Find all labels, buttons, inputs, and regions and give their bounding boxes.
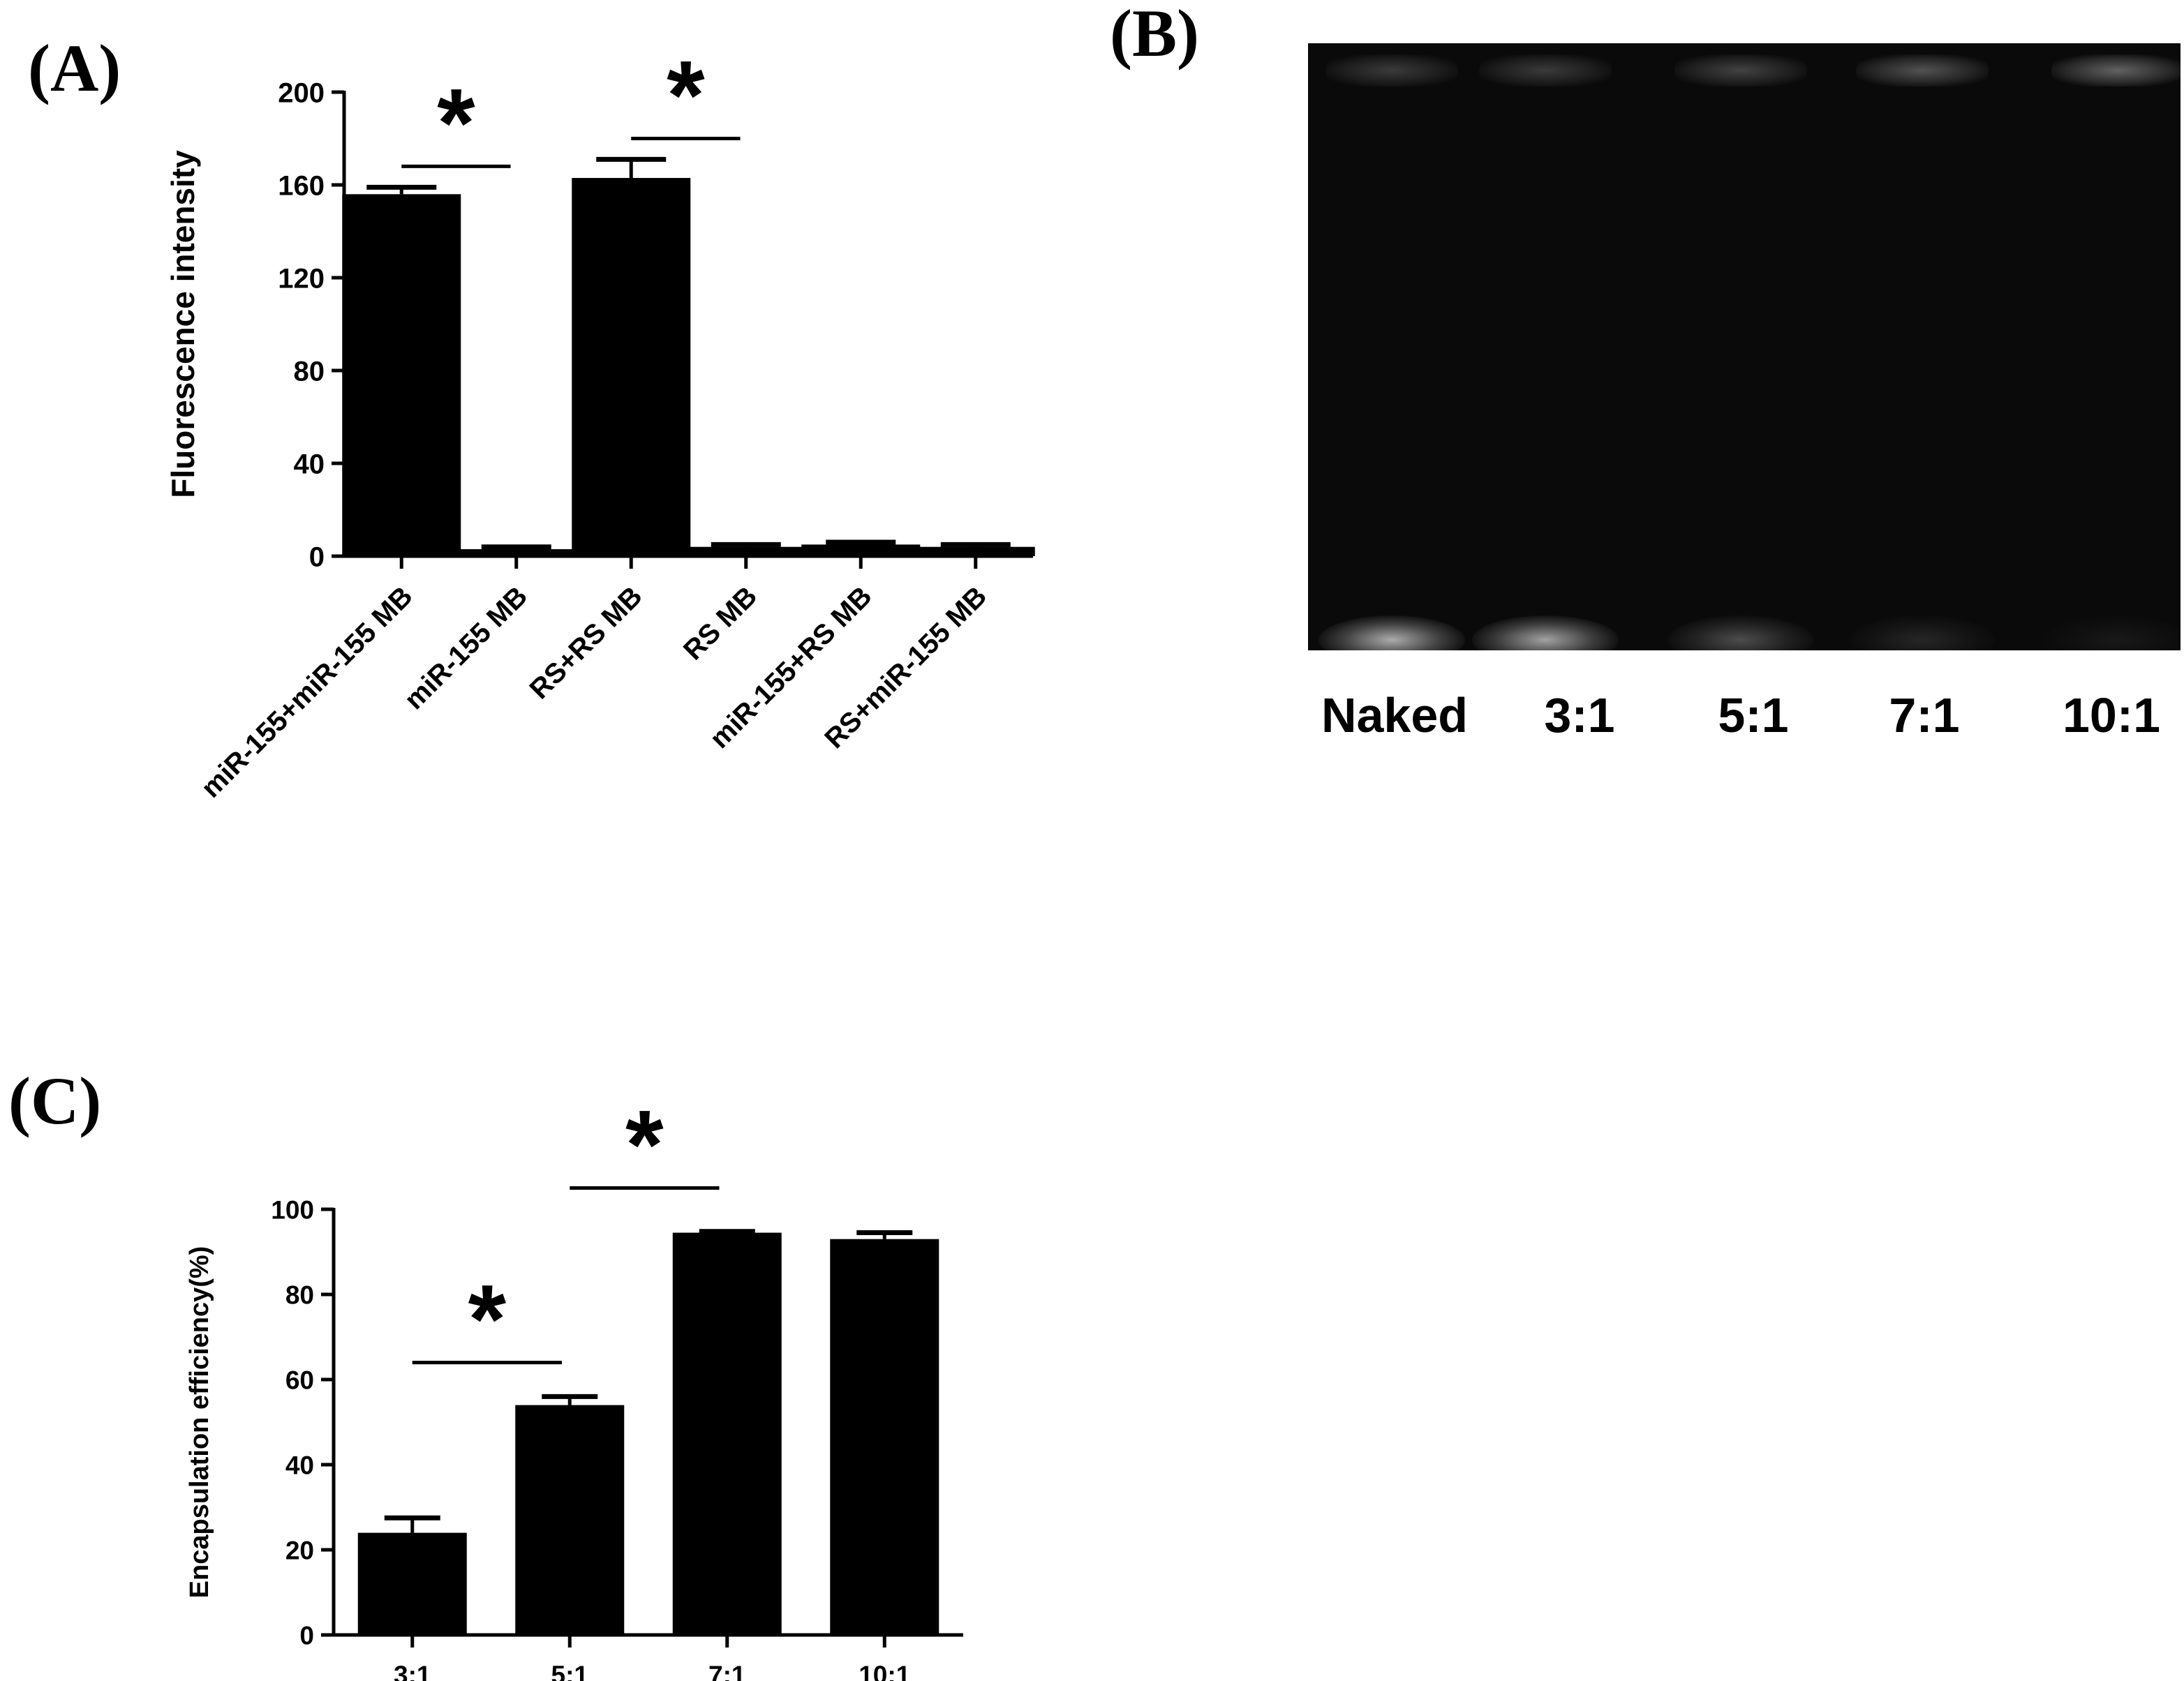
gel-band-1 bbox=[1472, 615, 1619, 650]
chart-c-ylabel: Encapsulation efficiency(%) bbox=[185, 1246, 214, 1599]
gel-image bbox=[1308, 43, 2181, 650]
chart-a-ytick-label: 80 bbox=[294, 356, 325, 387]
chart-c-ytick-label: 40 bbox=[285, 1451, 314, 1479]
gel-well-3 bbox=[1856, 54, 1989, 87]
chart-c-xtick-label-2: 7:1 bbox=[708, 1661, 745, 1681]
chart-a-ytick-label: 40 bbox=[294, 449, 325, 479]
chart-c-xtick-label-0: 3:1 bbox=[394, 1661, 431, 1681]
panel-b-label: (B) bbox=[1110, 0, 1199, 70]
chart-c-bar-0 bbox=[357, 1532, 467, 1635]
gel-lane-label-4: 10:1 bbox=[2062, 688, 2161, 742]
chart-a-ytick-label: 160 bbox=[278, 170, 325, 201]
gel-band-4 bbox=[2044, 615, 2181, 650]
chart-c-bar-3 bbox=[830, 1239, 939, 1635]
chart-c-ytick-label: 80 bbox=[285, 1280, 314, 1309]
chart-a-ytick-label: 0 bbox=[309, 541, 325, 572]
gel-band-0 bbox=[1318, 615, 1465, 650]
gel-lane-label-0: Naked bbox=[1321, 688, 1469, 742]
gel-band-2 bbox=[1667, 615, 1814, 650]
chart-a-bar-5 bbox=[916, 546, 1035, 556]
gel-well-0 bbox=[1325, 54, 1458, 87]
chart-c-ytick-label: 20 bbox=[285, 1536, 314, 1564]
chart-a-ytick-label: 120 bbox=[278, 263, 325, 294]
chart-c-sig-star-1: * bbox=[625, 1090, 664, 1200]
chart-c-bar-1 bbox=[515, 1405, 625, 1635]
chart-a-bar-0 bbox=[342, 194, 461, 556]
chart-a-ylabel: Fluorescence intensity bbox=[165, 150, 201, 498]
gel-band-3 bbox=[1849, 615, 1996, 650]
gel-lane-label-2: 5:1 bbox=[1718, 688, 1789, 742]
chart-c-sig-star-0: * bbox=[468, 1264, 507, 1374]
gel-lane-label-1: 3:1 bbox=[1544, 688, 1615, 742]
chart-a-sig-star-1: * bbox=[667, 40, 705, 150]
chart-c-ytick-label: 0 bbox=[299, 1621, 314, 1650]
gel-lane-label-3: 7:1 bbox=[1889, 688, 1960, 742]
panel-c-label: (C) bbox=[8, 1063, 102, 1138]
chart-c-ytick-label: 60 bbox=[285, 1366, 314, 1394]
gel-well-1 bbox=[1479, 54, 1612, 87]
chart-a-ytick-label: 200 bbox=[278, 77, 325, 108]
chart-a-sig-star-0: * bbox=[437, 68, 475, 177]
chart-a-bar-3 bbox=[686, 546, 805, 556]
chart-c-xtick-label-3: 10:1 bbox=[859, 1661, 910, 1681]
chart-a-bar-2 bbox=[572, 178, 691, 556]
chart-c-xtick-label-1: 5:1 bbox=[551, 1661, 588, 1681]
gel-well-2 bbox=[1674, 54, 1807, 87]
chart-a-bar-4 bbox=[801, 544, 921, 556]
gel-well-4 bbox=[2051, 54, 2181, 87]
chart-c-bar-2 bbox=[672, 1232, 782, 1635]
chart-c-ytick-label: 100 bbox=[271, 1195, 314, 1224]
panel-a-label: (A) bbox=[28, 31, 121, 105]
chart-a-bar-1 bbox=[456, 549, 576, 556]
